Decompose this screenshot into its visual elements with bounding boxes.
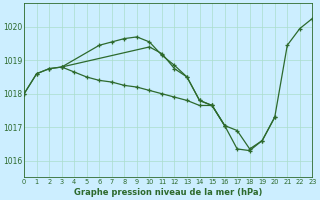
X-axis label: Graphe pression niveau de la mer (hPa): Graphe pression niveau de la mer (hPa) — [74, 188, 262, 197]
